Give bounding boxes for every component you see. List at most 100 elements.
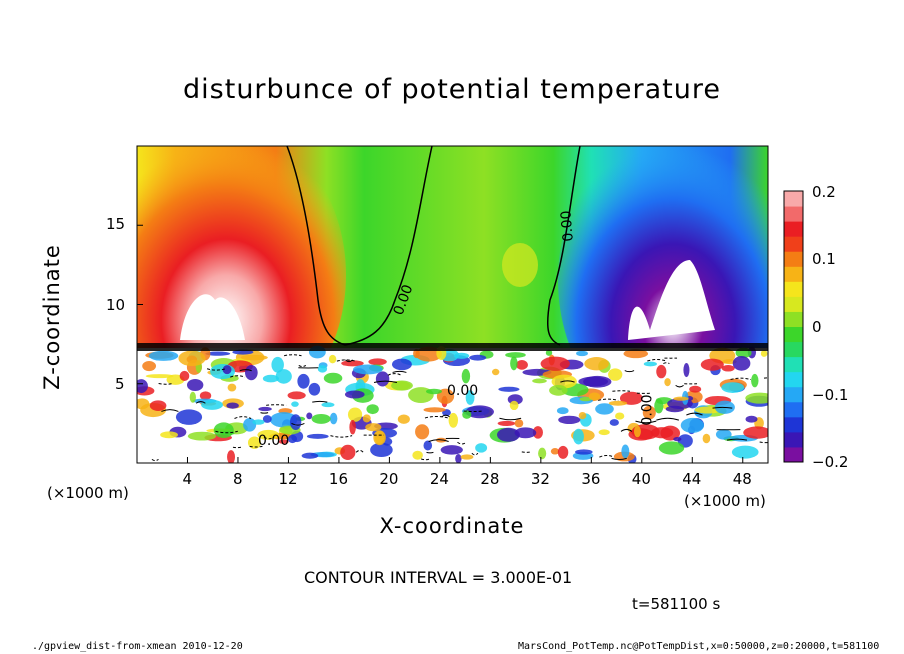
- contour-segment: [759, 441, 768, 444]
- colorbar-tick: −0.1: [812, 386, 849, 404]
- turbulence-patch: [397, 414, 410, 424]
- turbulence-patch: [575, 449, 593, 455]
- contour-segment: [373, 380, 398, 383]
- contour-interval: CONTOUR INTERVAL = 3.000E-01: [304, 568, 573, 587]
- x-units: (×1000 m): [684, 492, 766, 510]
- contour-segment: [686, 412, 703, 416]
- turbulence-patch: [584, 357, 609, 371]
- turbulence-patch: [301, 452, 319, 459]
- turbulence-patch: [731, 445, 759, 459]
- turbulence-patch: [245, 365, 258, 381]
- turbulence-patch: [247, 436, 261, 449]
- turbulence-patch: [306, 412, 313, 420]
- turbulence-patch: [423, 440, 433, 451]
- turbulence-patch: [187, 431, 217, 441]
- turbulence-patch: [469, 354, 487, 361]
- turbulence-patch: [368, 358, 387, 366]
- turbulence-patch: [461, 368, 471, 384]
- contour-segment: [730, 377, 752, 381]
- turbulence-patch: [287, 434, 298, 444]
- y-tick-label: 15: [106, 215, 126, 233]
- contour-segment: [726, 438, 748, 441]
- turbulence-patch: [423, 407, 446, 413]
- cold-core: [628, 260, 715, 340]
- turbulence-patch: [498, 386, 520, 392]
- turbulence-patch: [373, 430, 386, 446]
- turbulence-patch: [621, 444, 630, 459]
- contour-segment: [499, 417, 522, 421]
- contour-segment: [239, 369, 252, 372]
- colorbar-tick: −0.2: [812, 453, 849, 471]
- turbulence-patch: [558, 415, 581, 425]
- turbulence-patch: [643, 361, 657, 367]
- turbulence-patch: [178, 350, 206, 367]
- turbulence-patch: [455, 453, 462, 463]
- turbulence-patch: [344, 390, 365, 399]
- x-axis-title: X-coordinate: [379, 514, 525, 538]
- turbulence-patch: [186, 378, 204, 391]
- contour-segment: [355, 449, 364, 453]
- x-tick-label: 8: [232, 470, 243, 488]
- colorbar-swatch: [784, 311, 803, 327]
- turbulence-patch: [262, 415, 272, 423]
- turbulence-patch: [321, 402, 335, 408]
- turbulence-patch: [366, 404, 379, 415]
- contour-segment: [392, 370, 407, 373]
- y-axis-title: Z-coordinate: [40, 244, 64, 390]
- turbulence-patch: [598, 429, 610, 436]
- x-tick-label: 44: [682, 470, 702, 488]
- turbulence-patch: [311, 413, 331, 424]
- turbulence-patch: [243, 418, 257, 432]
- turbulence-patch: [509, 400, 519, 411]
- contour-segment: [161, 409, 179, 412]
- turbulence-patch: [475, 443, 488, 453]
- turbulence-patch: [391, 380, 413, 391]
- contour-segment: [206, 368, 226, 371]
- turbulence-patch: [289, 414, 302, 431]
- turbulence-patch: [751, 373, 759, 388]
- turbulence-patch: [745, 415, 758, 423]
- turbulence-patch: [137, 379, 148, 394]
- turbulence-patch: [440, 445, 463, 455]
- turbulence-patch: [609, 419, 619, 426]
- colorbar-swatch: [784, 281, 803, 297]
- zero-contour-mid: [344, 146, 433, 346]
- x-tick-label: 4: [182, 470, 193, 488]
- turbulence-patch: [347, 407, 363, 422]
- contour-segment: [215, 430, 238, 434]
- turbulence-patch: [291, 401, 299, 407]
- contour-segment: [441, 414, 450, 418]
- turbulence-patch: [673, 396, 689, 401]
- colorbar-swatch: [784, 356, 803, 373]
- turbulence-patch: [258, 406, 272, 412]
- colorbar-swatch: [784, 326, 803, 343]
- turbulence-patch: [557, 445, 569, 459]
- colorbar-swatch: [784, 191, 803, 207]
- turbulence-patch: [227, 383, 237, 392]
- turbulence-patch: [549, 385, 568, 396]
- contour-label: 0.00: [447, 383, 479, 399]
- zero-contour-left: [286, 146, 346, 346]
- turbulence-patch: [362, 414, 371, 423]
- turbulence-patch: [412, 450, 423, 460]
- turbulence-patch: [514, 427, 537, 439]
- turbulence-patch: [340, 444, 356, 460]
- contour-segment: [663, 362, 670, 364]
- colorbar-tick: 0: [812, 318, 822, 336]
- x-tick-label: 40: [631, 470, 651, 488]
- contour-segment: [611, 457, 627, 461]
- turbulence-patch: [323, 372, 343, 384]
- footer-right: MarsCond_PotTemp.nc@PotTempDist,x=0:5000…: [518, 641, 880, 652]
- turbulence-patch: [732, 355, 751, 371]
- colorbar-tick: 0.1: [812, 250, 836, 268]
- contour-segment: [291, 422, 305, 426]
- turbulence-patch: [497, 427, 520, 442]
- colorbar-tick: 0.2: [812, 183, 836, 201]
- inversion-band: [137, 343, 768, 351]
- contour-segment: [428, 439, 449, 442]
- turbulence-patch: [341, 360, 364, 367]
- turbulence-patch: [205, 351, 231, 356]
- contour-segment: [656, 417, 680, 421]
- colorbar-swatch: [784, 296, 803, 312]
- turbulence-patch: [370, 442, 393, 458]
